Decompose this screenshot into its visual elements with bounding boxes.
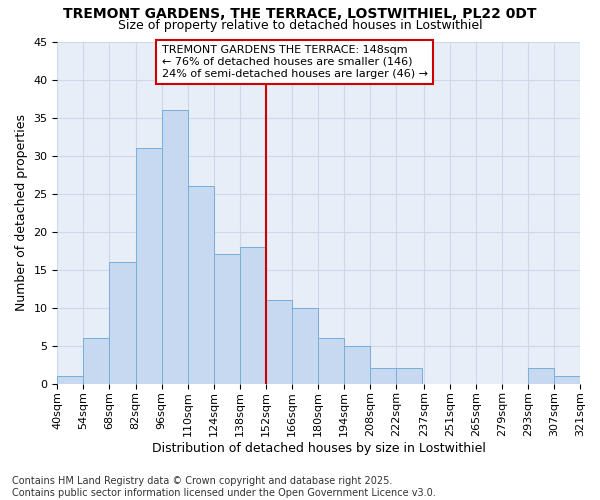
- Bar: [528, 368, 554, 384]
- Text: Contains HM Land Registry data © Crown copyright and database right 2025.
Contai: Contains HM Land Registry data © Crown c…: [12, 476, 436, 498]
- Bar: [266, 300, 292, 384]
- Bar: [136, 148, 161, 384]
- X-axis label: Distribution of detached houses by size in Lostwithiel: Distribution of detached houses by size …: [152, 442, 485, 455]
- Bar: [83, 338, 109, 384]
- Bar: [214, 254, 239, 384]
- Bar: [292, 308, 318, 384]
- Bar: [344, 346, 370, 384]
- Text: Size of property relative to detached houses in Lostwithiel: Size of property relative to detached ho…: [118, 18, 482, 32]
- Bar: [554, 376, 580, 384]
- Y-axis label: Number of detached properties: Number of detached properties: [15, 114, 28, 311]
- Bar: [318, 338, 344, 384]
- Bar: [239, 247, 266, 384]
- Bar: [109, 262, 136, 384]
- Bar: [58, 376, 83, 384]
- Text: TREMONT GARDENS, THE TERRACE, LOSTWITHIEL, PL22 0DT: TREMONT GARDENS, THE TERRACE, LOSTWITHIE…: [63, 8, 537, 22]
- Bar: [396, 368, 422, 384]
- Bar: [370, 368, 396, 384]
- Bar: [188, 186, 214, 384]
- Bar: [161, 110, 188, 384]
- Text: TREMONT GARDENS THE TERRACE: 148sqm
← 76% of detached houses are smaller (146)
2: TREMONT GARDENS THE TERRACE: 148sqm ← 76…: [161, 46, 428, 78]
